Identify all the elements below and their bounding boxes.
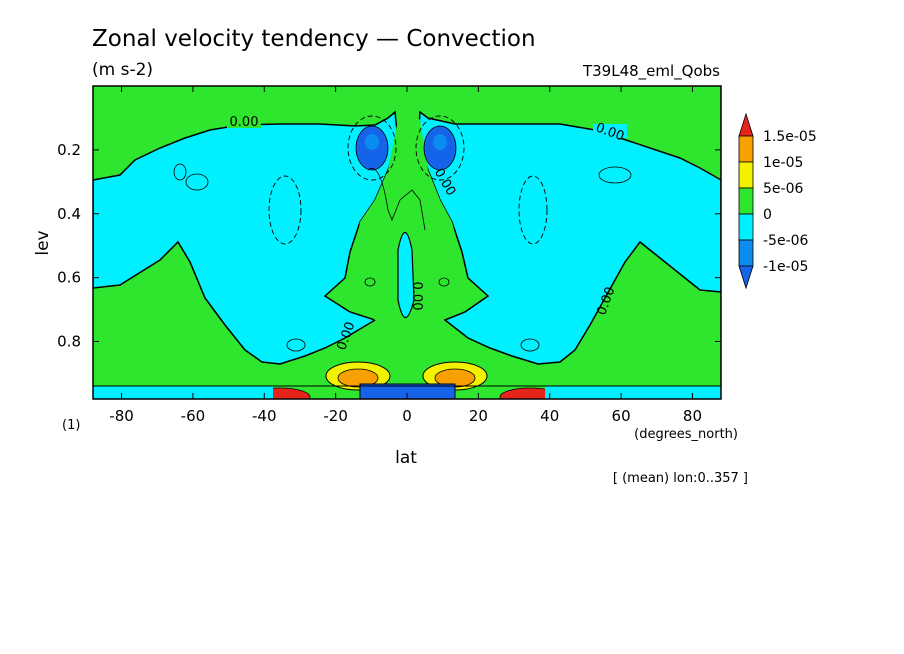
x-tick-label: -40 xyxy=(252,407,277,425)
colorbar-label: -5e-06 xyxy=(763,233,809,249)
colorbar-swatch xyxy=(738,265,754,290)
field-negative-region xyxy=(417,110,721,365)
experiment-label: T39L48_eml_Qobs xyxy=(582,62,720,81)
y-axis: 0.2 0.4 0.6 0.8 xyxy=(57,141,721,351)
colorbar-swatch xyxy=(738,161,754,189)
plot-area: 0.00 0.00 0.00 0.00 0.00 0.00 xyxy=(92,85,722,400)
x-tick-label: 80 xyxy=(683,407,702,425)
y-tick-label: 0.2 xyxy=(57,141,81,159)
x-tick-label: -20 xyxy=(323,407,348,425)
x-tick-label: 0 xyxy=(402,407,412,425)
colorbar: 1.5e-05 1e-05 5e-06 0 -5e-06 -1e-05 xyxy=(738,112,817,290)
y-tick-label: 0.8 xyxy=(57,333,81,351)
x-axis: -80 -60 -40 -20 0 20 40 60 80 xyxy=(109,86,702,425)
negative-core xyxy=(545,386,721,399)
y-axis-units: (1) xyxy=(62,418,80,433)
x-tick-label: -60 xyxy=(181,407,206,425)
field-positive-tongue xyxy=(350,112,465,330)
x-tick-label: 20 xyxy=(469,407,488,425)
positive-core xyxy=(337,368,379,388)
x-tick-label: 40 xyxy=(540,407,559,425)
colorbar-label: 1e-05 xyxy=(763,155,803,171)
colorbar-swatch xyxy=(738,213,754,241)
colorbar-swatch xyxy=(738,187,754,215)
x-tick-label: -80 xyxy=(109,407,134,425)
x-axis-units: (degrees_north) xyxy=(634,427,738,442)
contour-label: 0.00 xyxy=(230,115,259,130)
negative-core xyxy=(365,134,379,150)
colorbar-swatch xyxy=(738,112,754,137)
negative-core xyxy=(433,134,447,150)
units-label: (m s-2) xyxy=(92,60,153,80)
footnote: [ (mean) lon:0..357 ] xyxy=(613,471,748,486)
x-axis-label: lat xyxy=(395,448,417,468)
colorbar-label: 5e-06 xyxy=(763,181,803,197)
colorbar-swatch xyxy=(738,239,754,267)
colorbar-swatch xyxy=(738,135,754,163)
y-axis-label: lev xyxy=(33,230,53,255)
contour-label: 0.00 xyxy=(409,282,424,311)
y-tick-label: 0.6 xyxy=(57,269,81,287)
negative-core xyxy=(359,383,456,399)
colorbar-label: 1.5e-05 xyxy=(763,129,817,145)
colorbar-label: 0 xyxy=(763,207,772,223)
y-tick-label: 0.4 xyxy=(57,205,81,223)
colorbar-label: -1e-05 xyxy=(763,259,808,275)
negative-core xyxy=(93,386,273,399)
x-tick-label: 60 xyxy=(612,407,631,425)
field-negative-patch xyxy=(397,231,415,319)
chart-title: Zonal velocity tendency — Convection xyxy=(92,26,536,52)
